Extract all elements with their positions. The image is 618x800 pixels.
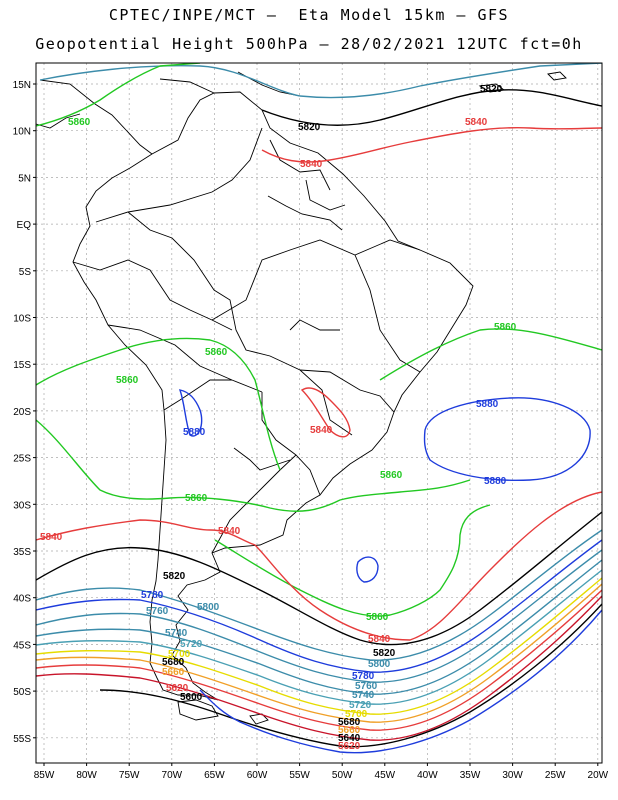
- map-title-line2: Geopotential Height 500hPa – 28/02/2021 …: [35, 35, 583, 53]
- contour-label: 5800: [197, 602, 220, 613]
- contour-label: 5620: [338, 741, 361, 752]
- contour-label: 5820: [298, 122, 321, 133]
- contour-label: 5860: [380, 470, 403, 481]
- contour-label: 5840: [465, 117, 488, 128]
- contour-label: 5600: [180, 692, 203, 703]
- contour-label: 5760: [146, 606, 169, 617]
- contour-label: 5840: [310, 425, 333, 436]
- contour-label: 5620: [166, 683, 189, 694]
- lat-tick-label: 10N: [13, 127, 31, 138]
- lat-tick-label: 15N: [13, 80, 31, 91]
- lon-tick-label: 50W: [332, 770, 353, 781]
- contour-label: 5660: [162, 667, 185, 678]
- contour-label: 5740: [352, 690, 375, 701]
- map-frame: [35, 62, 603, 764]
- contour-label: 5860: [185, 493, 208, 504]
- contour-label: 5740: [165, 628, 188, 639]
- contour-label: 5800: [368, 659, 391, 670]
- contour-label: 5880: [484, 476, 507, 487]
- lon-tick-label: 45W: [375, 770, 396, 781]
- lat-tick-label: EQ: [17, 220, 32, 231]
- contour-label: 5840: [368, 634, 391, 645]
- contour-label: 5860: [68, 117, 91, 128]
- contour-label: 5880: [183, 427, 206, 438]
- contour-label: 5660: [338, 725, 361, 736]
- graticule: [36, 63, 602, 763]
- contour-label: 5860: [205, 347, 228, 358]
- lon-tick-label: 70W: [162, 770, 183, 781]
- lon-tick-label: 40W: [417, 770, 438, 781]
- contour-label: 5880: [476, 399, 499, 410]
- contour-label: 5840: [40, 532, 63, 543]
- contour-label: 5820: [163, 571, 186, 582]
- lat-tick-label: 30S: [13, 500, 31, 511]
- contour-label: 5780: [352, 671, 375, 682]
- lat-tick-label: 35S: [13, 547, 31, 558]
- contour-label: 5780: [141, 590, 164, 601]
- lat-tick-label: 15S: [13, 360, 31, 371]
- contour-label: 5860: [116, 375, 139, 386]
- contour-label: 5700: [168, 649, 191, 660]
- contour-label: 5820: [373, 648, 396, 659]
- contour-lines: [36, 63, 602, 754]
- lon-tick-label: 25W: [545, 770, 566, 781]
- lon-tick-label: 35W: [460, 770, 481, 781]
- lon-tick-label: 20W: [588, 770, 609, 781]
- map-title-line1: CPTEC/INPE/MCT – Eta Model 15km – GFS: [108, 6, 510, 24]
- lon-tick-label: 60W: [247, 770, 268, 781]
- lon-tick-label: 75W: [119, 770, 140, 781]
- contour-label: 5840: [300, 159, 323, 170]
- contour-label: 5700: [345, 709, 368, 720]
- lat-tick-label: 5N: [18, 173, 31, 184]
- lat-tick-label: 40S: [13, 594, 31, 605]
- lon-tick-label: 55W: [289, 770, 310, 781]
- contour-label: 5680: [162, 657, 185, 668]
- contour-label: 5720: [349, 700, 372, 711]
- contour-label: 5860: [494, 322, 517, 333]
- lat-tick-label: 45S: [13, 640, 31, 651]
- contour-label: 5680: [338, 717, 361, 728]
- lat-tick-label: 5S: [19, 267, 32, 278]
- lat-tick-label: 10S: [13, 314, 31, 325]
- contour-labels: 5860 5820 5820 5840 5840 5860 5860 5860 …: [40, 84, 517, 752]
- lat-tick-label: 50S: [13, 687, 31, 698]
- lat-tick-label: 20S: [13, 407, 31, 418]
- contour-label: 5640: [338, 733, 361, 744]
- lon-tick-label: 30W: [502, 770, 523, 781]
- contour-label: 5760: [355, 681, 378, 692]
- lon-tick-label: 65W: [204, 770, 225, 781]
- lat-tick-label: 25S: [13, 454, 31, 465]
- lon-tick-label: 80W: [76, 770, 97, 781]
- axis-labels: 15N 10N 5N EQ 5S 10S 15S 20S 25S 30S 35S 40S 45S 50S 5…: [13, 80, 609, 781]
- contour-label: 5720: [180, 639, 203, 650]
- contour-label: 5860: [366, 612, 389, 623]
- lat-tick-label: 55S: [13, 734, 31, 745]
- contour-label: 5820: [480, 84, 503, 95]
- lon-tick-label: 85W: [34, 770, 55, 781]
- contour-label: 5840: [218, 526, 241, 537]
